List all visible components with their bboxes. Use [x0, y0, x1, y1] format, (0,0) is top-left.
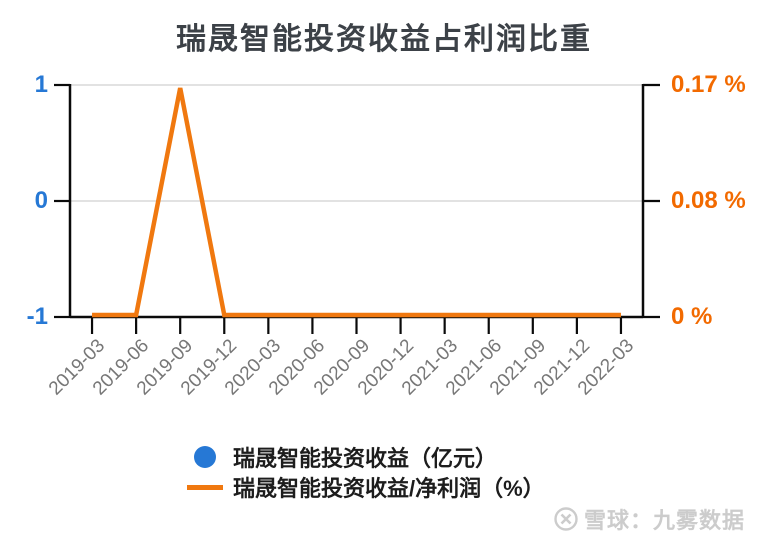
line-marker-icon	[187, 484, 223, 490]
legend: 瑞晟智能投资收益（亿元） 瑞晟智能投资收益/净利润（%）	[186, 443, 545, 501]
chart-title: 瑞晟智能投资收益占利润比重	[176, 23, 592, 56]
legend-item-income-ratio[interactable]: 瑞晟智能投资收益/净利润（%）	[186, 473, 545, 501]
y-axis-right-label: 0.08 %	[671, 187, 746, 214]
watermark: 雪球：九雾数据	[553, 503, 745, 535]
y-axis-left-label: 0	[34, 187, 48, 214]
legend-marker-cell	[186, 446, 224, 468]
circle-marker-icon	[194, 446, 216, 468]
series-line-income-ratio	[92, 87, 621, 318]
legend-label-income-ratio: 瑞晟智能投资收益/净利润（%）	[233, 476, 545, 501]
legend-item-investment-income[interactable]: 瑞晟智能投资收益（亿元）	[186, 443, 545, 471]
xueqiu-logo-icon	[554, 507, 578, 531]
legend-label-investment-income: 瑞晟智能投资收益（亿元）	[233, 446, 498, 471]
y-axis-right-label: 0 %	[671, 303, 713, 330]
watermark-text: 雪球：九雾数据	[584, 508, 746, 533]
y-axis-left-label: -1	[26, 303, 48, 330]
y-axis-left-label: 1	[34, 71, 48, 98]
y-axis-right-label: 0.17 %	[671, 71, 746, 98]
legend-marker-cell	[186, 484, 224, 490]
